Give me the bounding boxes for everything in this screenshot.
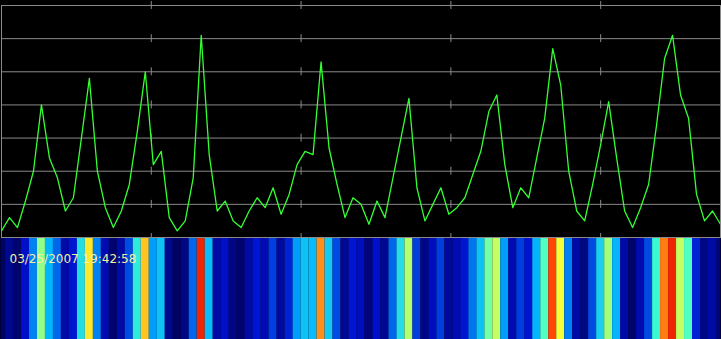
svg-text:03/25/2007 19:42:58: 03/25/2007 19:42:58 <box>10 252 137 266</box>
